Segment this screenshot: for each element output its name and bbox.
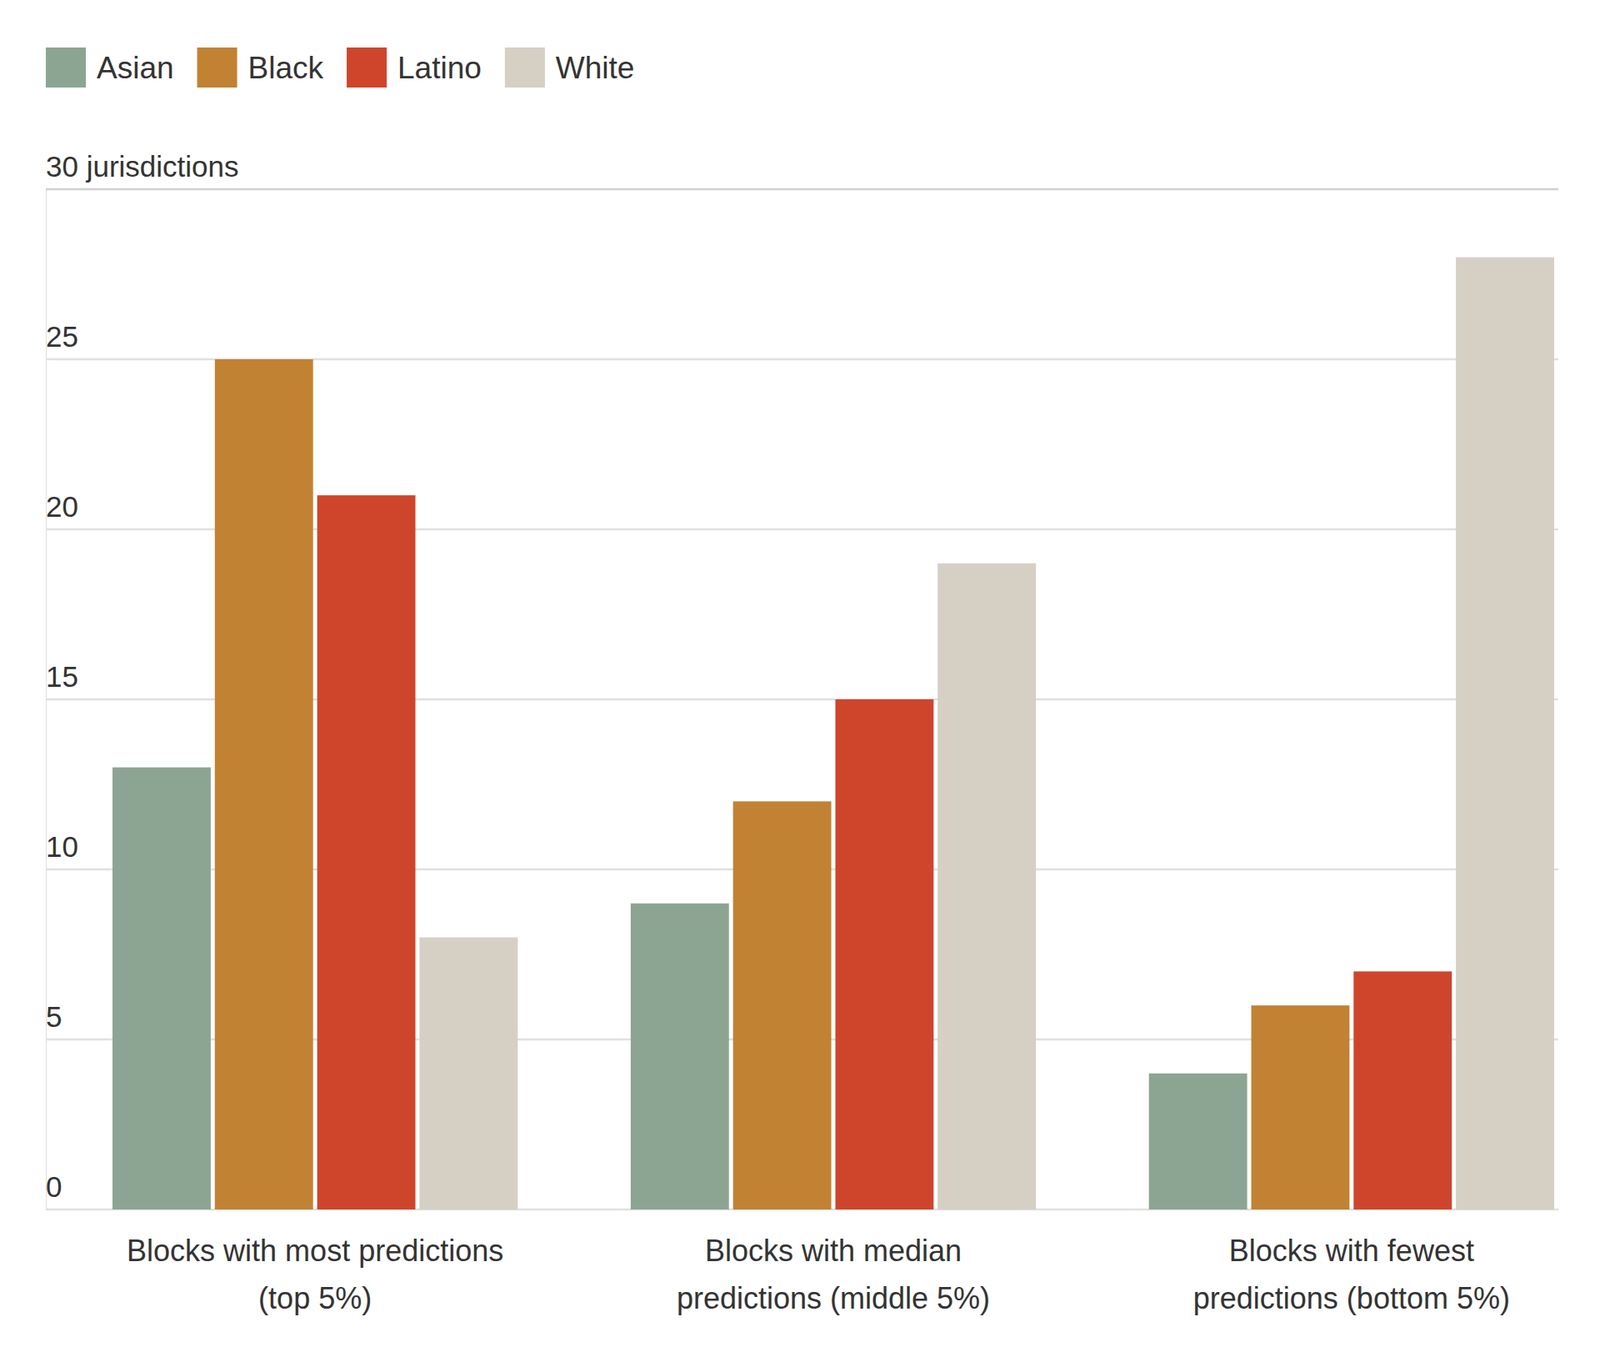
chart: 0 5 10 15 20 25 30 jurisdictions Blocks with mo…	[0, 0, 1600, 1367]
y-tick-label: 5	[45, 1000, 62, 1033]
x-tick-label-line: (top 5%)	[258, 1280, 372, 1315]
legend-swatch	[505, 47, 545, 88]
y-tick: 0	[45, 1170, 62, 1210]
bar	[1353, 970, 1452, 1210]
x-tick: Blocks with fewest predictions (bottom 5%…	[1193, 1209, 1510, 1315]
y-tick-label: 15	[45, 660, 79, 693]
legend-label: Latino	[397, 50, 482, 85]
bar-series	[215, 359, 1350, 1210]
legend-swatch	[346, 47, 387, 88]
x-tick: Blocks with most predictions (top 5%)	[126, 1209, 504, 1315]
bar	[937, 563, 1036, 1210]
x-tick-label-line: predictions (bottom 5%)	[1193, 1280, 1510, 1315]
y-tick: 20	[45, 490, 79, 530]
x-tick-label-line: Blocks with most predictions	[126, 1233, 504, 1268]
bar	[630, 903, 730, 1210]
bars	[112, 257, 1555, 1210]
bar	[317, 495, 416, 1210]
bar-series	[317, 495, 1453, 1210]
y-tick: 15	[45, 660, 79, 700]
legend-label: Black	[248, 50, 325, 85]
y-tick: 25	[45, 320, 79, 360]
y-tick: 10	[45, 830, 79, 870]
y-tick-label: 25	[45, 320, 79, 353]
legend-item: White	[505, 47, 635, 88]
legend-label: Asian	[96, 50, 175, 85]
legend-item: Latino	[346, 47, 482, 88]
bar	[112, 767, 211, 1210]
x-axis-line	[113, 1209, 1555, 1210]
legend-label: White	[555, 50, 635, 85]
bar-series	[419, 257, 1555, 1210]
x-tick-label-line: predictions (middle 5%)	[676, 1280, 990, 1315]
y-tick-label: 30 jurisdictions	[45, 150, 240, 183]
y-tick-label: 20	[45, 490, 79, 523]
bar	[835, 699, 934, 1210]
x-tick-label-line: Blocks with median	[705, 1233, 962, 1268]
bar	[1149, 1073, 1248, 1210]
x-tick-label: Blocks with most predictions (top 5%)	[126, 1233, 504, 1315]
x-axis: Blocks with most predictions(top 5%)Bloc…	[113, 1209, 1555, 1315]
x-tick-label: Blocks with median predictions (middle 5%…	[676, 1233, 990, 1315]
bar	[1251, 1005, 1350, 1210]
legend-item: Black	[197, 47, 325, 88]
y-tick-label: 0	[45, 1170, 62, 1203]
legend-swatch	[197, 47, 238, 88]
legend-swatch	[45, 47, 86, 88]
bar	[215, 359, 314, 1210]
bar	[419, 937, 518, 1210]
bar	[1455, 257, 1555, 1210]
grid-line	[45, 188, 1559, 191]
bar	[733, 800, 832, 1210]
x-tick-label-line: Blocks with fewest	[1229, 1233, 1475, 1268]
y-tick: 5	[45, 1000, 62, 1040]
legend-item: Asian	[45, 47, 175, 88]
y-tick: 30 jurisdictions	[45, 150, 240, 190]
y-tick-label: 10	[45, 830, 79, 863]
legend: Asian Black Latino White	[45, 47, 635, 88]
x-tick: Blocks with median predictions (middle 5%…	[676, 1209, 990, 1315]
grid	[45, 189, 1559, 1210]
x-tick-label: Blocks with fewest predictions (bottom 5%…	[1193, 1233, 1510, 1315]
y-axis: 0 5 10 15 20 25 30 jurisdictions	[45, 150, 240, 1210]
